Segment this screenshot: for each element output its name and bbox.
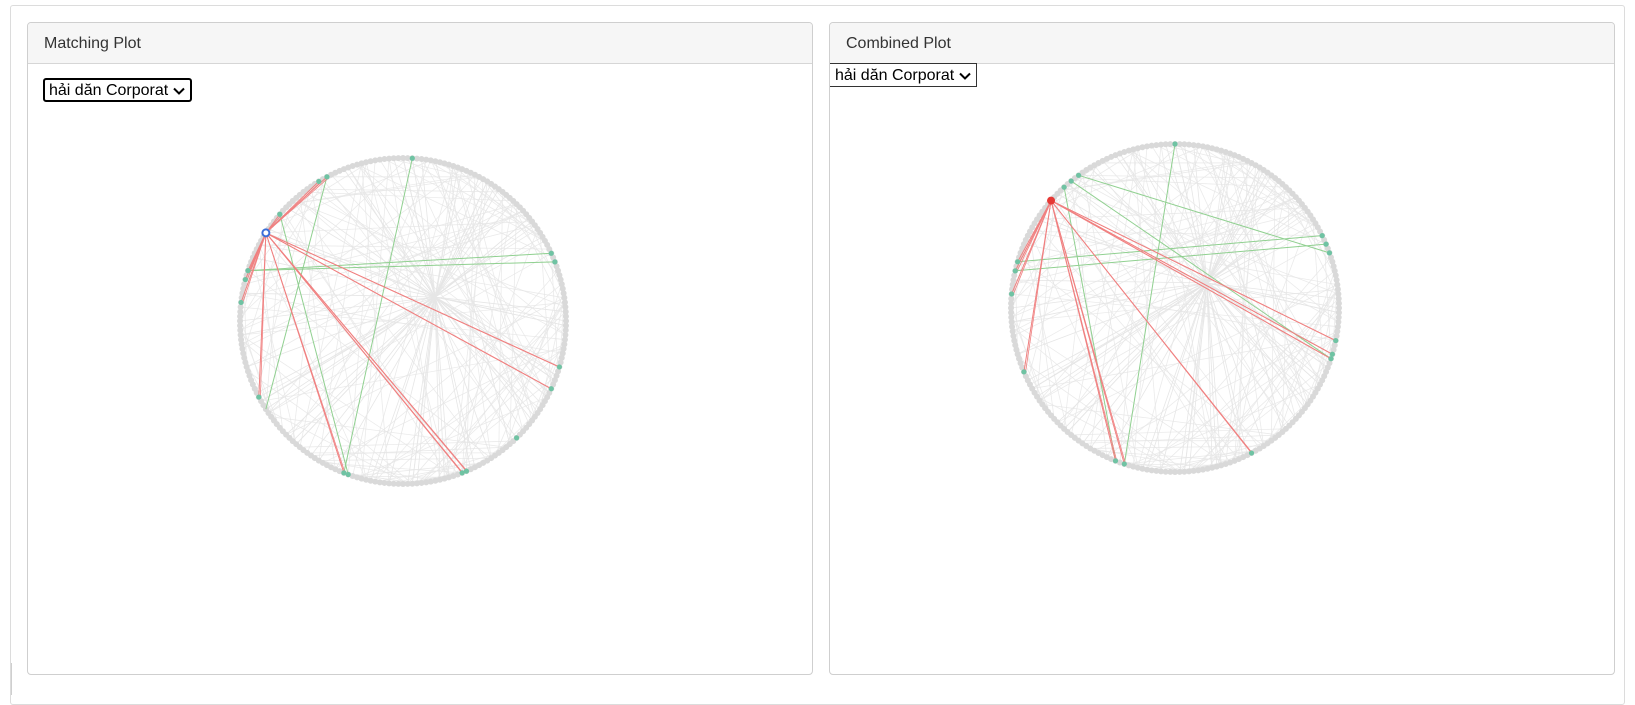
selected-node xyxy=(1047,197,1055,205)
background-edge xyxy=(1064,165,1094,429)
linked-node xyxy=(324,174,329,179)
linked-node xyxy=(1009,291,1014,296)
linked-node xyxy=(460,470,465,475)
background-edge xyxy=(453,166,547,245)
linked-node xyxy=(1113,458,1118,463)
chevron-down-icon xyxy=(958,69,972,83)
linked-node xyxy=(1327,250,1332,255)
chevron-down-icon xyxy=(172,84,186,98)
combined-plot-entity-select[interactable]: hải dăn Corporat xyxy=(829,63,977,87)
background-edge xyxy=(1107,271,1335,457)
linked-node xyxy=(1172,141,1177,146)
linked-node xyxy=(1333,338,1338,343)
linked-node xyxy=(243,277,248,282)
matching-plot-header: Matching Plot xyxy=(28,23,812,64)
background-edge xyxy=(1226,152,1320,231)
linked-node xyxy=(245,268,250,273)
combined-plot-header: Combined Plot xyxy=(830,23,1614,64)
linked-node xyxy=(1122,461,1127,466)
background-edge xyxy=(444,229,537,479)
background-edge xyxy=(483,179,540,233)
linked-node xyxy=(552,259,557,264)
linked-node xyxy=(1323,242,1328,247)
background-edge xyxy=(1090,446,1263,448)
linked-node xyxy=(341,470,346,475)
linked-node xyxy=(1013,268,1018,273)
linked-node xyxy=(1062,185,1067,190)
left-edge-divider xyxy=(11,663,14,695)
linked-node xyxy=(549,386,554,391)
linked-node xyxy=(514,435,519,440)
hub-edge xyxy=(1037,219,1207,283)
linked-node xyxy=(1076,173,1081,178)
background-edge xyxy=(271,160,431,225)
linked-node xyxy=(277,212,282,217)
combined-plot-select-value: hải dăn Corporat xyxy=(835,67,954,85)
background-edge xyxy=(293,179,323,441)
hub-edge xyxy=(348,167,435,297)
linked-node xyxy=(549,251,554,256)
matching-plot-select-value: hải dăn Corporat xyxy=(49,82,168,100)
linked-node xyxy=(1069,178,1074,183)
background-edge xyxy=(335,284,561,469)
linked-node xyxy=(1021,369,1026,374)
linked-node xyxy=(238,300,243,305)
hub-edge xyxy=(1013,280,1207,283)
background-edge xyxy=(293,201,487,461)
linked-node xyxy=(1328,356,1333,361)
hub-edge xyxy=(435,297,559,367)
combined-chord-plot xyxy=(830,118,1615,478)
selected-node xyxy=(262,229,269,236)
background-edge xyxy=(1256,165,1313,219)
linked-node xyxy=(1330,352,1335,357)
combined-plot-panel: Combined Plot hải dăn Corporat xyxy=(829,22,1615,675)
hub-edge xyxy=(311,297,435,456)
linked-node xyxy=(1015,259,1020,264)
linked-node xyxy=(410,156,415,161)
linked-node xyxy=(256,394,261,399)
matching-plot-panel: Matching Plot hải dăn Corporat xyxy=(27,22,813,675)
linked-node xyxy=(1320,233,1325,238)
ring-node xyxy=(395,155,401,161)
matching-plot-entity-select[interactable]: hải dăn Corporat xyxy=(43,78,192,102)
linked-node xyxy=(316,179,321,184)
linked-node xyxy=(1249,450,1254,455)
matching-chord-plot xyxy=(28,133,813,493)
linked-node xyxy=(557,364,562,369)
